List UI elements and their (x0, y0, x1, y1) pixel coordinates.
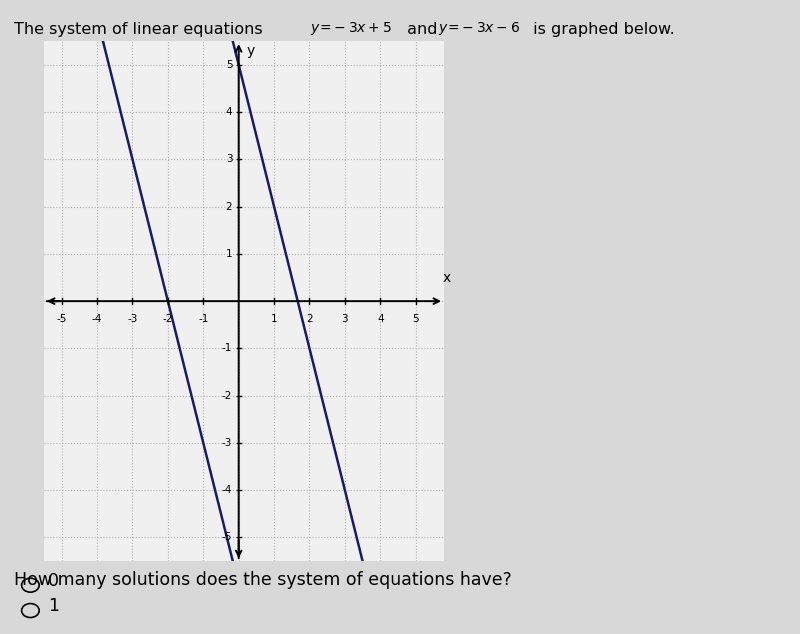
Text: $y\!=\!-3x-6$: $y\!=\!-3x-6$ (438, 20, 521, 37)
Text: 5: 5 (226, 60, 232, 70)
Text: -3: -3 (127, 314, 138, 325)
Text: The system of linear equations: The system of linear equations (14, 22, 268, 37)
Text: -1: -1 (198, 314, 209, 325)
Text: 4: 4 (226, 107, 232, 117)
Text: 2: 2 (226, 202, 232, 212)
Text: 5: 5 (412, 314, 419, 325)
Text: 1: 1 (48, 597, 59, 615)
Text: y: y (246, 44, 254, 58)
Text: 1: 1 (270, 314, 278, 325)
Text: -2: -2 (162, 314, 173, 325)
Text: and: and (402, 22, 442, 37)
Text: 3: 3 (226, 154, 232, 164)
Text: 1: 1 (226, 249, 232, 259)
Text: -4: -4 (92, 314, 102, 325)
Text: 4: 4 (377, 314, 383, 325)
Text: 3: 3 (342, 314, 348, 325)
Text: -5: -5 (57, 314, 67, 325)
Text: -4: -4 (222, 485, 232, 495)
Text: -3: -3 (222, 438, 232, 448)
Text: -1: -1 (222, 344, 232, 353)
Text: -2: -2 (222, 391, 232, 401)
Text: x: x (442, 271, 450, 285)
Text: How many solutions does the system of equations have?: How many solutions does the system of eq… (14, 571, 512, 588)
Text: -5: -5 (222, 533, 232, 543)
Text: 0: 0 (48, 572, 59, 590)
Text: 2: 2 (306, 314, 313, 325)
Text: is graphed below.: is graphed below. (528, 22, 674, 37)
Text: $y\!=\!-3x+5$: $y\!=\!-3x+5$ (310, 20, 392, 37)
